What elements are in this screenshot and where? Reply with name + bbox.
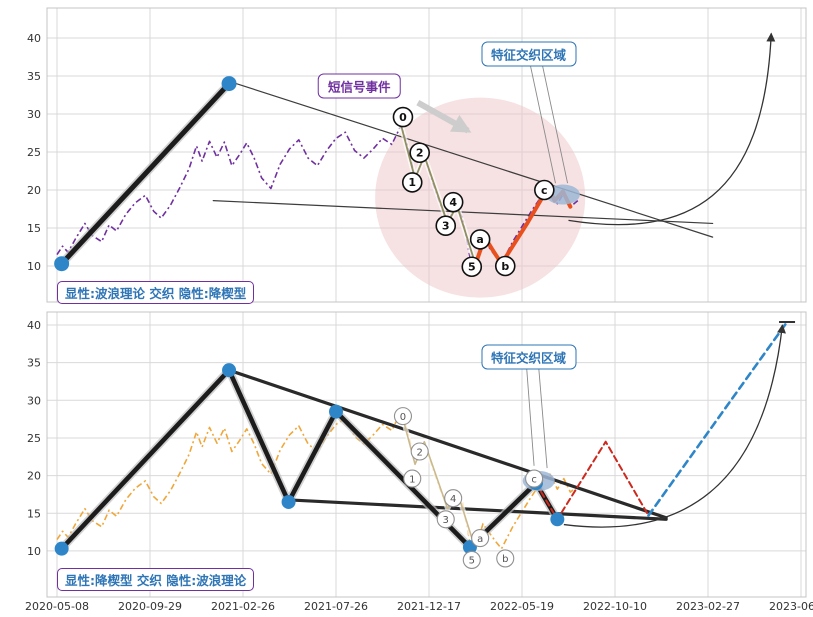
trendline-lower [212,200,714,225]
x-tick-label: 2021-07-26 [304,600,368,613]
wave-label-c [525,469,544,488]
svg-text:c: c [531,474,537,485]
wave-0-5 [400,124,477,266]
wave-label-0 [392,106,414,128]
svg-text:0: 0 [399,111,407,124]
annotation-pointer [538,367,548,469]
signal-arrow [416,99,472,134]
wave-label-2 [409,142,431,164]
pivot-dot [222,363,237,378]
y-tick-label: 20 [27,184,41,197]
trend-arrow [568,32,776,226]
svg-text:3: 3 [442,220,450,233]
y-tick-label: 30 [27,394,41,407]
annotation-feature-weave-top: 特征交织区域 [480,41,577,67]
wedge-upper [227,368,668,520]
y-tick-label: 20 [27,470,41,483]
x-tick-label: 2022-10-10 [583,600,647,613]
svg-text:4: 4 [450,494,456,505]
wave-label-5 [461,256,483,278]
wave-label-3 [436,510,455,529]
x-tick-label: 2023-02-27 [676,600,740,613]
pivot-dot [281,494,296,509]
top-panel-mode-label: 显性:波浪理论 交织 隐性:降楔型 [57,281,255,304]
pivot-dot [54,541,69,556]
wave-label-0 [393,407,413,426]
annotation-pointer [526,367,535,466]
bottom-panel-mode-label: 显性:降楔型 交织 隐性:波浪理论 [57,568,255,591]
wave-label-4 [444,489,463,508]
wave-label-5 [462,550,481,569]
svg-text:b: b [502,554,508,565]
y-tick-label: 25 [27,432,41,445]
panel-top-plot: 0 2 1 4 3 a 5 b c [54,32,776,298]
wave-label-a [471,529,490,548]
svg-text:2: 2 [417,447,423,458]
svg-text:0: 0 [400,412,406,423]
wave-label-a [469,229,491,250]
impulse-up [59,81,232,267]
wave-label-b [496,549,515,568]
annotation-pointer [542,65,569,184]
y-tick-label: 15 [27,222,41,235]
x-tick-label: 2020-05-08 [25,600,89,613]
pivot-dot [550,512,565,527]
x-tick-label: 2021-12-17 [397,600,461,613]
annotation-pointer [529,65,556,184]
y-tick-label: 40 [27,319,41,332]
wave-label-2 [410,442,429,461]
wave-label-1 [401,172,423,193]
projection-blue [647,320,789,517]
y-tick-label: 10 [27,260,41,273]
svg-text:c: c [541,184,548,197]
wave-label-4 [442,191,464,213]
trend-arrow [563,324,786,528]
svg-text:2: 2 [416,147,424,160]
y-tick-label: 15 [27,507,41,520]
svg-text:a: a [477,534,483,545]
svg-text:3: 3 [443,515,449,526]
y-tick-label: 25 [27,146,41,159]
panel-bottom-plot: 0 2 1 43 a5 b c [54,320,796,569]
x-tick-label: 2022-05-19 [490,600,554,613]
annotation-signal-event: 短信号事件 [317,73,401,99]
wave-label-3 [435,215,457,237]
wave-label-c [534,179,555,201]
price-explicit-view [56,410,579,551]
svg-text:a: a [476,233,483,246]
wave-label-b [494,255,516,277]
y-tick-label: 30 [27,108,41,121]
projection-red [534,440,650,521]
svg-text:1: 1 [408,176,416,189]
y-tick-label: 40 [27,32,41,45]
y-tick-label: 10 [27,545,41,558]
pivot-dot [54,256,70,272]
x-axis-labels: 2020-05-08 2020-09-29 2021-02-26 2021-07-26… [25,600,813,613]
annotation-feature-weave-bottom: 特征交织区域 [480,344,577,370]
trendline-upper [228,80,714,238]
wave-label-1 [403,469,422,488]
x-tick-label: 2023-06-28 [769,600,813,613]
svg-text:5: 5 [469,556,475,567]
svg-text:1: 1 [409,474,415,485]
svg-text:b: b [501,260,509,273]
x-tick-label: 2020-09-29 [118,600,182,613]
svg-text:5: 5 [468,261,476,274]
y-tick-label: 35 [27,357,41,370]
svg-text:4: 4 [449,196,457,209]
pivot-dot [221,76,237,92]
y-tick-label: 35 [27,70,41,83]
pivot-dot [329,404,343,419]
x-tick-label: 2021-02-26 [211,600,275,613]
wedge-lower [283,498,668,521]
